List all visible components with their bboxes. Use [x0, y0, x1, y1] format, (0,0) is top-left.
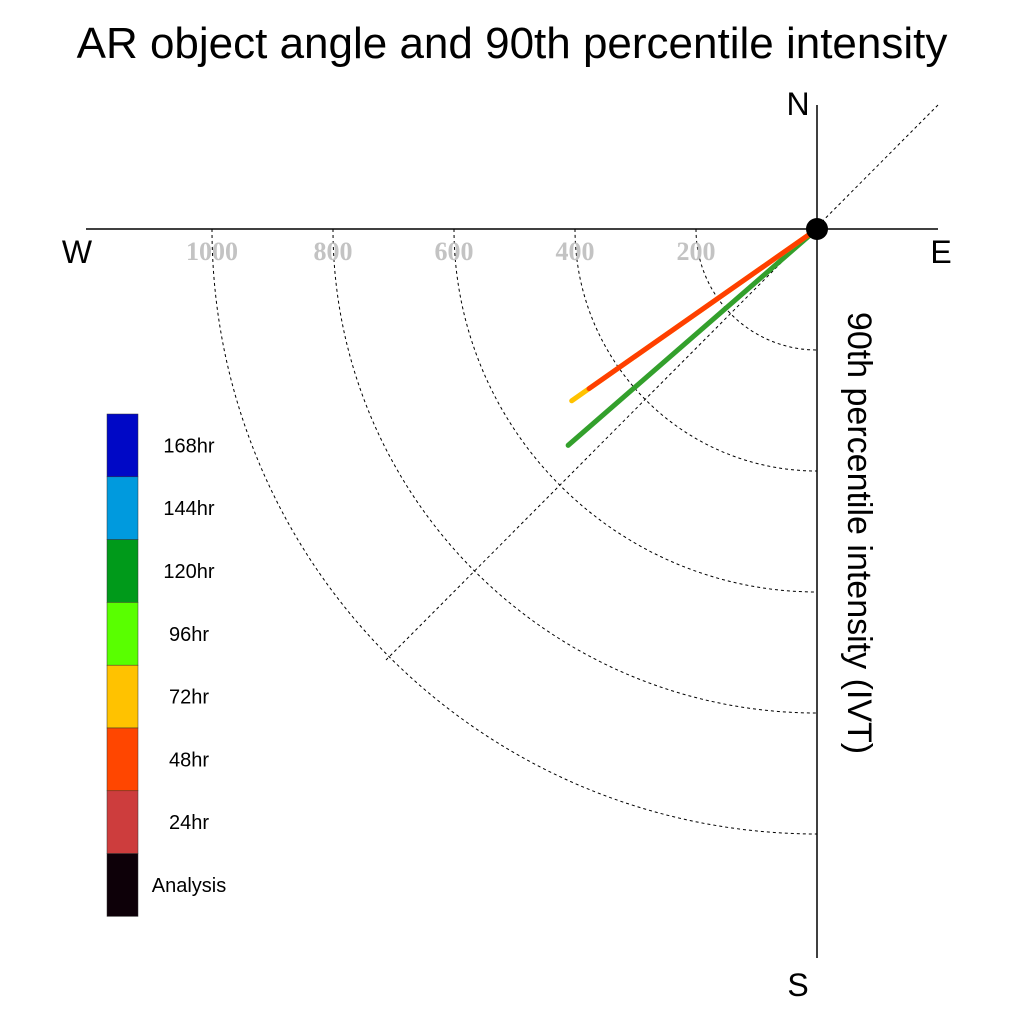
radial-grid [211, 228, 818, 835]
tick-label-600: 600 [435, 237, 474, 266]
legend-label-96hr: 96hr [169, 624, 209, 646]
legend-swatch-Analysis [106, 853, 139, 917]
radial-tick-labels: 200 400 600 800 1000 [186, 237, 716, 266]
compass-south: S [787, 967, 808, 1003]
legend-swatch-72hr [106, 664, 139, 729]
origin-marker [806, 218, 828, 240]
legend-swatch-120hr [106, 539, 139, 603]
legend-label-120hr: 120hr [163, 561, 214, 583]
y-axis-label: 90th percentile intensity (IVT) [840, 312, 878, 754]
legend-label-168hr: 168hr [163, 435, 214, 457]
series-line-120hr [565, 226, 820, 448]
compass-east: E [930, 234, 951, 270]
legend-label-48hr: 48hr [169, 749, 209, 771]
legend-swatch-144hr [106, 476, 139, 540]
legend-swatch-24hr [106, 790, 139, 854]
chart-title: AR object angle and 90th percentile inte… [77, 19, 948, 68]
tick-label-200: 200 [677, 237, 716, 266]
compass-north: N [786, 86, 809, 122]
series-line-48hr [586, 226, 820, 392]
compass-west: W [62, 234, 93, 270]
legend-swatch-96hr [106, 602, 139, 666]
diagonal-reference-line [385, 104, 939, 661]
legend: 168hr 144hr 120hr 96hr 72hr 48hr 24hr Analysis [106, 413, 226, 917]
range-ring-400 [574, 228, 818, 472]
range-ring-1000 [211, 228, 818, 835]
tick-label-1000: 1000 [186, 237, 238, 266]
legend-label-Analysis: Analysis [152, 875, 226, 897]
series-lines [565, 226, 820, 448]
range-ring-600 [453, 228, 818, 593]
legend-swatch-48hr [106, 727, 139, 792]
range-ring-800 [332, 228, 818, 714]
tick-label-800: 800 [314, 237, 353, 266]
tick-label-400: 400 [556, 237, 595, 266]
range-ring-200 [695, 228, 818, 351]
legend-swatch-168hr [106, 413, 139, 478]
legend-label-72hr: 72hr [169, 687, 209, 709]
legend-label-24hr: 24hr [169, 812, 209, 834]
legend-label-144hr: 144hr [163, 498, 214, 520]
